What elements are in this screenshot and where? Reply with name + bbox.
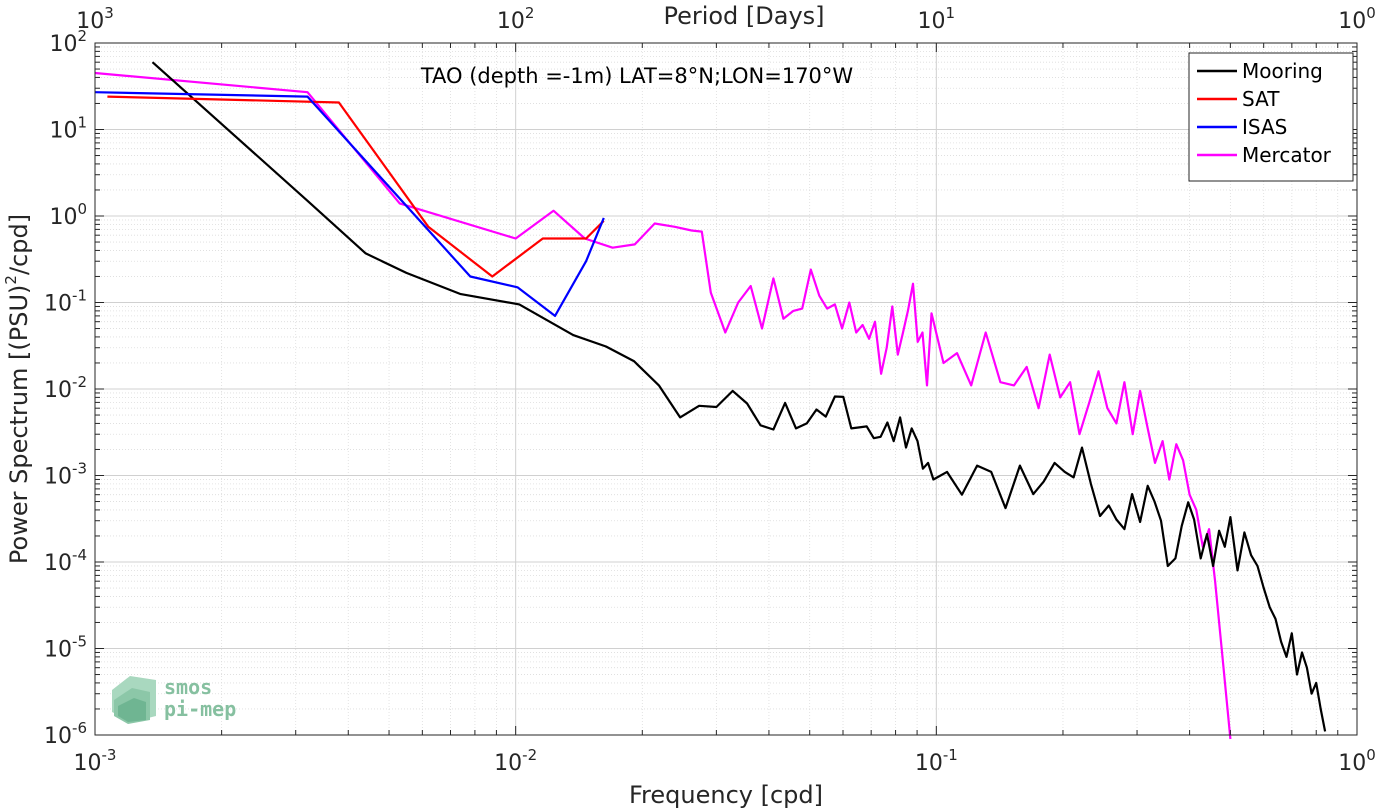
top-tick-label: 100 (1338, 4, 1376, 34)
y-axis-title-sup: 2 (2, 275, 20, 285)
legend-label-mercator: Mercator (1242, 143, 1332, 167)
series-line-sat (107, 95, 605, 278)
y-tick-label: 101 (49, 114, 87, 144)
chart-title: TAO (depth =-1m) LAT=8°N;LON=170°W (420, 64, 854, 88)
series-line-mooring (151, 61, 1327, 732)
x-tick-label: 100 (1338, 746, 1376, 776)
x-tick-label: 10-1 (915, 746, 958, 776)
legend-label-isas: ISAS (1242, 115, 1287, 139)
logo-mark-icon (112, 676, 156, 724)
y-tick-label: 10-3 (44, 460, 87, 490)
y-tick-label: 10-1 (44, 287, 87, 317)
x-tick-label: 10-2 (494, 746, 537, 776)
series-line-isas (94, 91, 605, 317)
top-tick-label: 103 (76, 4, 114, 34)
series-line-mercator (94, 71, 1232, 740)
top-axis-title: Period [Days] (663, 2, 824, 30)
top-tick-label: 102 (497, 4, 535, 34)
legend-box (1188, 52, 1354, 182)
logo-text-pi-mep: pi-mep (164, 697, 236, 721)
x-axis-title: Frequency [cpd] (629, 781, 823, 809)
y-tick-label: 10-4 (44, 546, 87, 576)
logo-text-smos: smos (164, 675, 212, 699)
y-axis-title: Power Spectrum [(PSU)2/cpd] (2, 214, 33, 564)
top-tick-label: 101 (918, 4, 956, 34)
y-tick-label: 10-2 (44, 373, 87, 403)
y-axis-title-unit: /cpd] (5, 214, 33, 275)
y-tick-label: 102 (49, 27, 87, 57)
tick-marks (94, 42, 1358, 736)
legend-label-sat: SAT (1242, 87, 1280, 111)
legend: Mooring SAT ISAS Mercator (1188, 52, 1354, 182)
legend-label-mooring: Mooring (1242, 59, 1323, 83)
y-tick-label: 10-6 (44, 719, 87, 749)
y-tick-label: 100 (49, 200, 87, 230)
smos-pi-mep-logo: smos pi-mep (112, 675, 236, 724)
y-tick-label: 10-5 (44, 633, 87, 663)
series-layer (94, 61, 1327, 740)
x-tick-label: 10-3 (74, 746, 117, 776)
y-axis-title-main: Power Spectrum [(PSU) (5, 285, 33, 564)
